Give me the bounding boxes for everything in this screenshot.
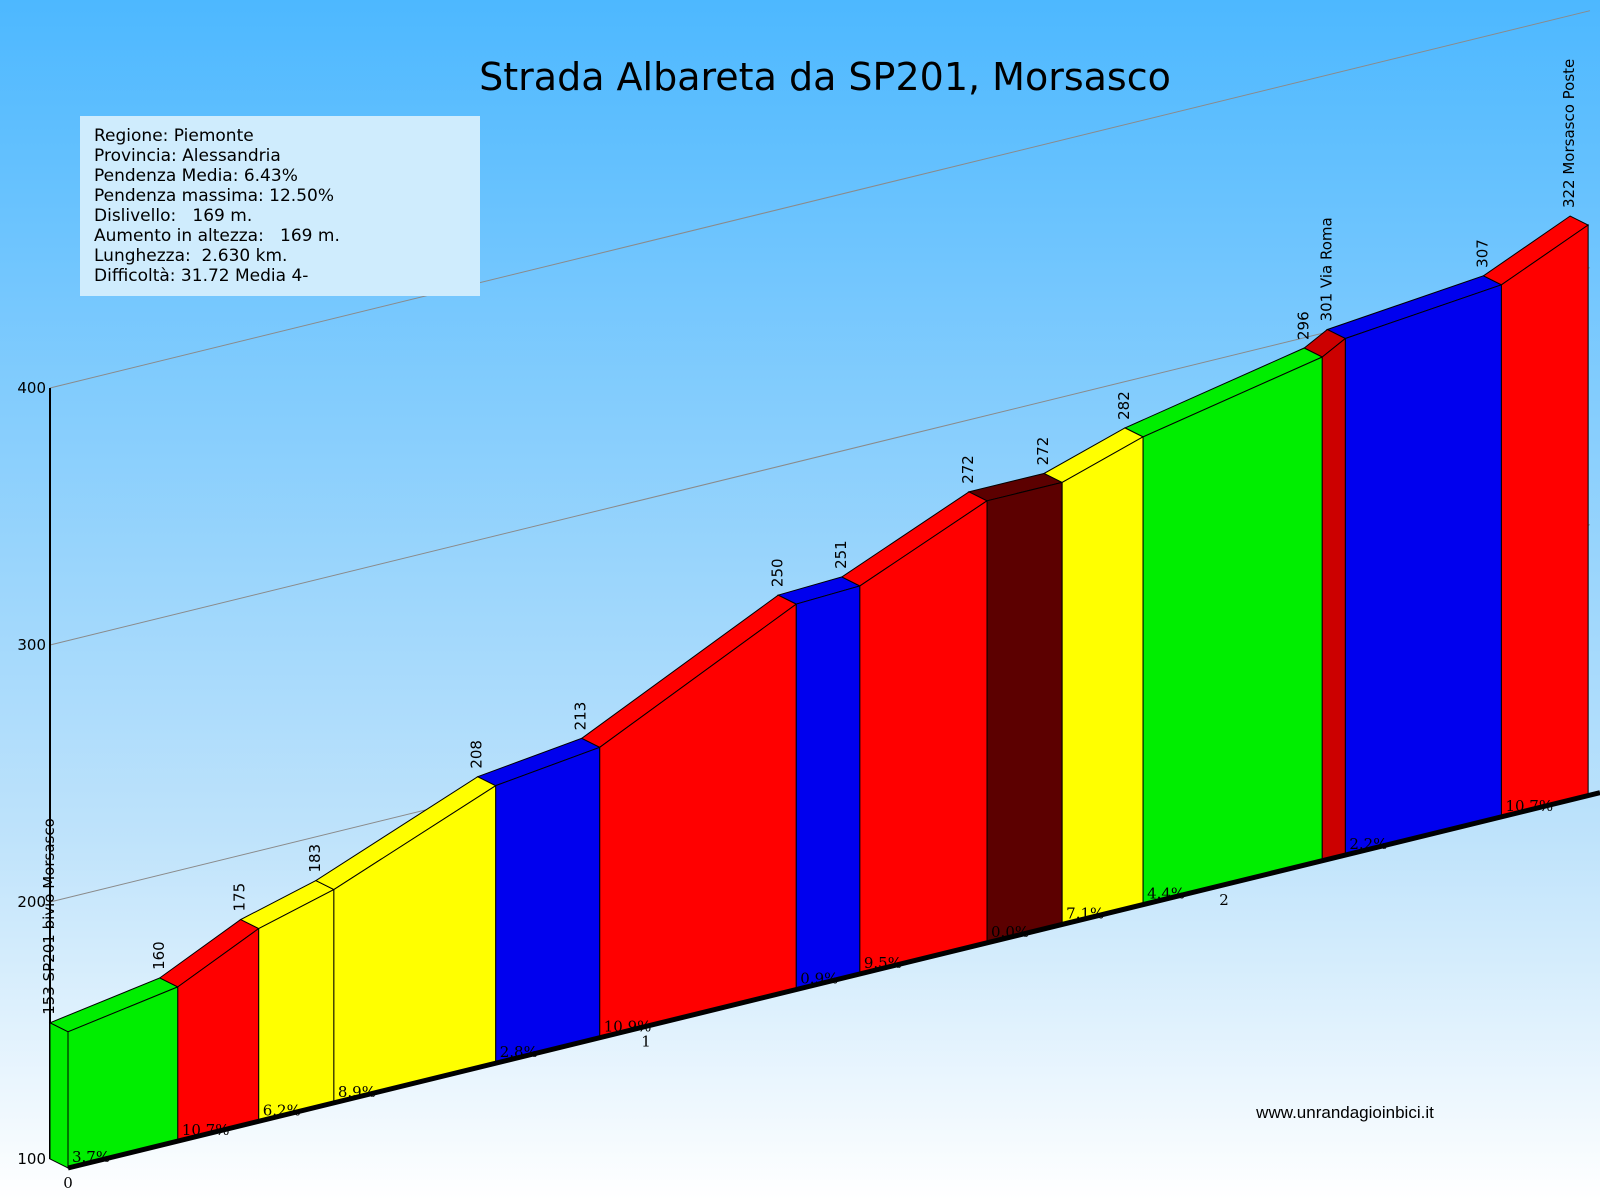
segment-front-face (1321, 337, 1346, 862)
segment-front-face (1500, 224, 1589, 818)
gradient-label: 8.9% (338, 1083, 376, 1101)
info-provincia: Provincia: Alessandria (94, 146, 281, 166)
info-pendenza-massima: Pendenza massima: 12.50% (94, 186, 334, 206)
website-url: www.unrandagioinbici.it (1255, 1103, 1434, 1122)
segment-front-face (1061, 436, 1144, 926)
elevation-label: 250 (768, 558, 786, 587)
gradient-label: 10.7% (1505, 797, 1553, 815)
elevation-label: 272 (959, 455, 977, 484)
elevation-label: 153 SP201 bivio Morsasco (40, 818, 58, 1015)
segment-front-face (1142, 356, 1323, 906)
elevation-label: 251 (832, 540, 850, 569)
elevation-label: 301 Via Roma (1317, 217, 1335, 321)
gradient-label: 2.2% (1349, 835, 1387, 853)
elevation-label: 282 (1115, 391, 1133, 420)
profile-baseline (67, 790, 1600, 1171)
y-tick-label: 100 (17, 1150, 46, 1168)
elevation-label: 175 (231, 883, 249, 912)
elevation-label: 213 (572, 702, 590, 731)
info-difficolta: Difficoltà: 31.72 Media 4- (94, 266, 309, 286)
profile-labels: 3.7% 10.7% 6.2% 8.9% 2.8% 10.9% 0.9% 9.5% 0.0% 7.… (40, 59, 1578, 1192)
info-aumento: Aumento in altezza: 169 m. (94, 226, 340, 246)
info-pendenza-media: Pendenza Media: 6.43% (94, 166, 298, 186)
y-tick-label: 400 (17, 379, 46, 397)
gradient-label: 4.4% (1147, 885, 1185, 903)
info-regione: Regione: Piemonte (94, 126, 254, 146)
x-tick-label: 2 (1219, 891, 1229, 909)
y-tick-label: 300 (17, 636, 46, 654)
segment-front-face (258, 888, 335, 1122)
gradient-label: 0.9% (800, 970, 838, 988)
elevation-label: 183 (306, 844, 324, 873)
x-tick-label: 1 (641, 1032, 651, 1050)
segment-front-face (495, 746, 601, 1064)
segment-front-face (795, 585, 861, 991)
elevation-label: 208 (468, 740, 486, 769)
segment-front-face (986, 481, 1063, 944)
gradient-label: 2.8% (500, 1043, 538, 1061)
gradient-label: 9.5% (864, 954, 902, 972)
gradient-label: 3.7% (72, 1148, 110, 1166)
gradient-label: 6.2% (263, 1101, 301, 1119)
grid-line (49, 10, 1591, 389)
gradient-label: 7.1% (1066, 904, 1104, 922)
chart-title: Strada Albareta da SP201, Morsasco (479, 55, 1171, 99)
elevation-label: 160 (150, 941, 168, 970)
info-dislivello: Dislivello: 169 m. (94, 206, 253, 226)
gradient-label: 10.7% (182, 1121, 230, 1139)
elevation-label: 296 (1294, 311, 1312, 340)
gradient-label: 10.9% (604, 1018, 652, 1036)
y-tick-label: 200 (17, 893, 46, 911)
gradient-label: 0.0% (991, 923, 1029, 941)
elevation-label: 307 (1473, 239, 1491, 268)
profile-segments (48, 215, 1600, 1171)
segment-side-face (49, 1021, 69, 1169)
info-lunghezza: Lunghezza: 2.630 km. (94, 246, 288, 266)
elevation-label: 322 Morsasco Poste (1560, 59, 1578, 208)
x-tick-label: 0 (63, 1174, 73, 1192)
climb-info-box: Regione: Piemonte Provincia: Alessandria… (80, 116, 480, 296)
elevation-label: 272 (1034, 437, 1052, 466)
segment-front-face (1344, 284, 1502, 856)
